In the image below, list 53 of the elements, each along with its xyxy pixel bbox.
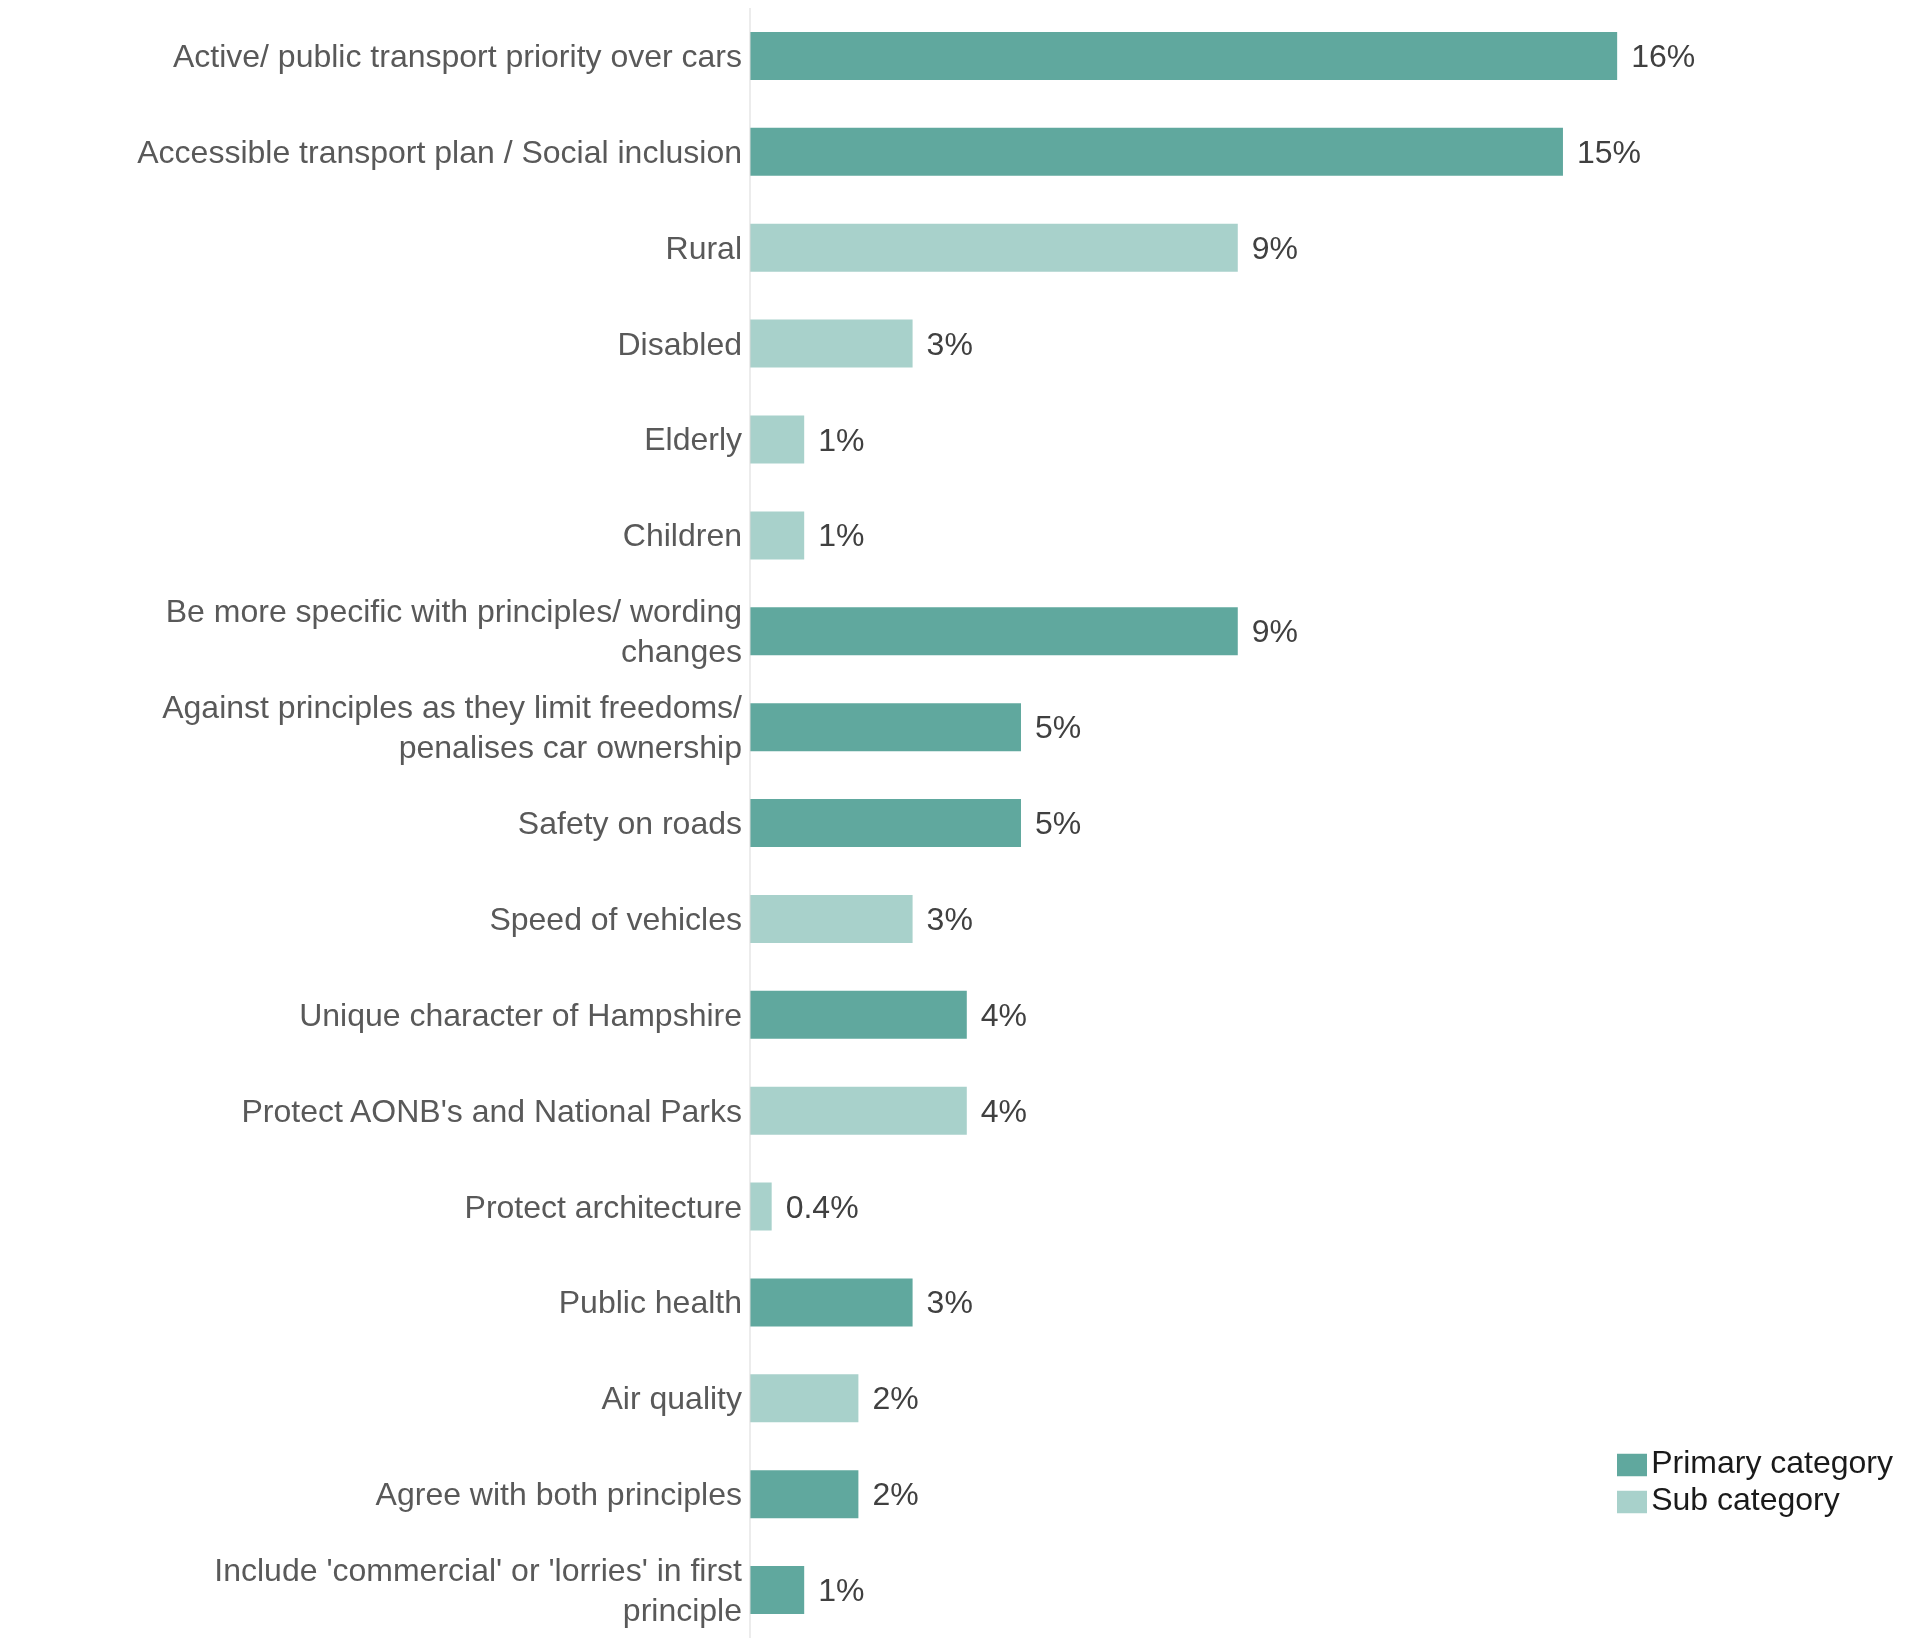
y-tick-label: Include 'commercial' or 'lorries' in first principle: [214, 1552, 743, 1629]
bar: [750, 31, 1618, 80]
bar: [750, 799, 1021, 848]
legend-label: Sub category: [1651, 1481, 1840, 1517]
data-label: 1%: [818, 1572, 865, 1609]
data-label: 2%: [872, 1476, 919, 1513]
y-tick-label: Safety on roads: [517, 805, 742, 841]
bar: [750, 607, 1238, 656]
data-label: 5%: [1034, 805, 1082, 842]
data-label: 0.4%: [785, 1188, 859, 1225]
data-label: 1%: [818, 421, 865, 458]
bar: [750, 415, 805, 464]
y-tick-label: Rural: [665, 229, 742, 266]
bar: [750, 1086, 967, 1135]
bar: [750, 223, 1238, 272]
data-label: 1%: [818, 517, 865, 554]
data-label: 2%: [872, 1380, 919, 1417]
bar: [750, 1470, 859, 1519]
y-tick-label: Active/ public transport priority over cars: [172, 37, 742, 74]
y-tick-label: Agree with both principles: [375, 1476, 742, 1513]
y-tick-label: Elderly: [644, 421, 742, 458]
data-label: 4%: [980, 1092, 1028, 1129]
y-tick-label: Speed of vehicles: [489, 900, 742, 937]
bar: [750, 1182, 772, 1231]
data-label: 3%: [926, 1284, 973, 1321]
y-tick-label: Public health: [558, 1284, 742, 1321]
bar: [750, 1566, 805, 1615]
data-label: 3%: [926, 900, 973, 937]
bar: [750, 1278, 913, 1327]
y-tick-label: Be more specific with principles/ wording changes: [165, 593, 742, 670]
data-label: 16%: [1631, 37, 1696, 74]
y-tick-label: Air quality: [601, 1380, 742, 1417]
y-tick-label: Unique character of Hampshire: [299, 996, 742, 1033]
bar: [750, 894, 913, 943]
y-tick-label: Disabled: [617, 325, 742, 362]
bar: [750, 1374, 859, 1423]
bar: [750, 319, 913, 368]
data-label: 5%: [1034, 709, 1082, 746]
y-tick-label: Against principles as they limit freedoms/ penalises car ownership: [162, 689, 743, 766]
data-label: 9%: [1251, 229, 1299, 266]
data-label: 4%: [980, 996, 1028, 1033]
y-tick-label: Accessible transport plan / Social inclusion: [137, 133, 742, 170]
data-label: 15%: [1576, 133, 1642, 170]
y-tick-label: Children: [622, 517, 742, 554]
legend-label: Primary category: [1651, 1444, 1893, 1480]
bar: [750, 127, 1563, 176]
bar: [750, 511, 805, 560]
bar: [750, 990, 967, 1039]
y-tick-label: Protect AONB's and National Parks: [241, 1092, 742, 1129]
data-label: 9%: [1251, 613, 1299, 650]
data-label: 3%: [926, 325, 973, 362]
bar: [750, 703, 1021, 752]
y-tick-label: Protect architecture: [464, 1188, 742, 1225]
